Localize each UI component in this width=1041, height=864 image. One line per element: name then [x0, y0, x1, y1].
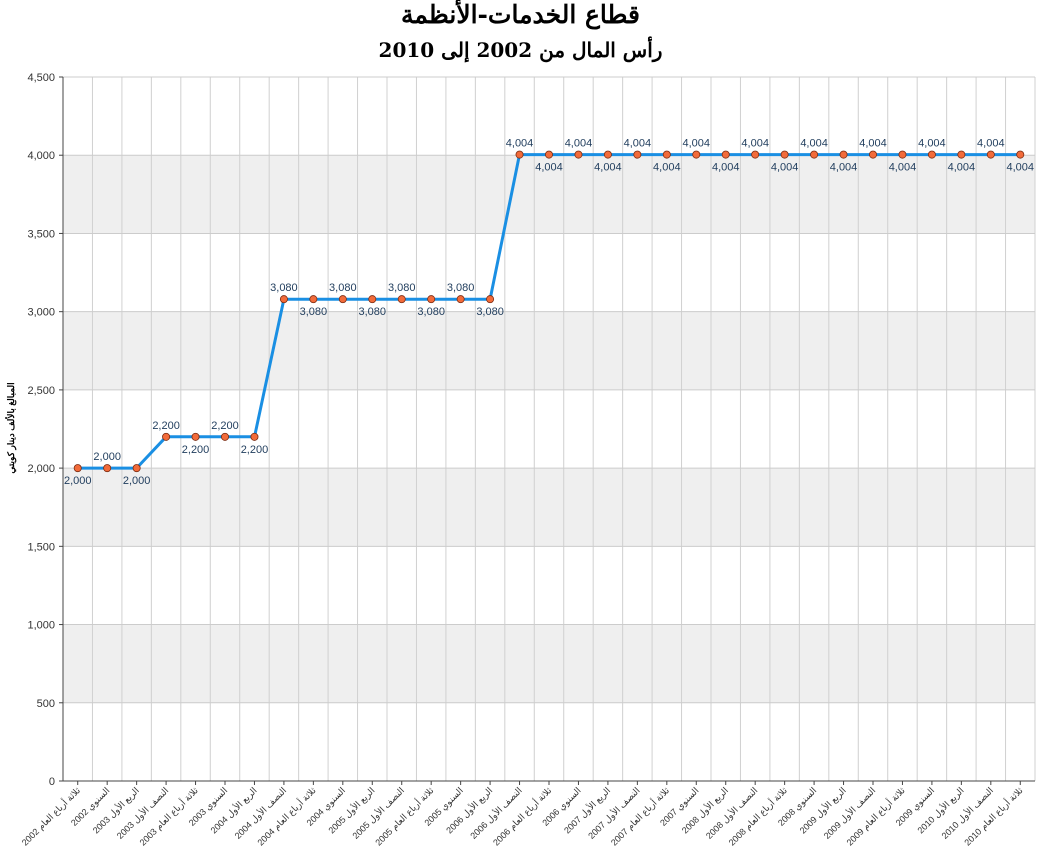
data-labels: 2,0002,0002,0002,2002,2002,2002,2003,080… [64, 138, 1034, 488]
data-label: 2,000 [123, 475, 151, 487]
data-label: 3,080 [447, 282, 475, 294]
x-tick-label: النصف الأول 2010 [939, 785, 996, 842]
data-label: 2,000 [93, 451, 121, 463]
x-tick-label: النصف الأول 2009 [821, 785, 878, 842]
y-tick-label: 1,000 [27, 620, 55, 632]
y-tick-labels: 0 500 1,000 1,500 2,000 2,500 3,000 3,500 4,000 4… [27, 72, 55, 788]
data-point-marker [397, 295, 406, 304]
data-label: 3,080 [388, 282, 416, 294]
y-tick-label: 3,500 [27, 228, 55, 240]
data-label: 4,004 [653, 162, 681, 174]
plot-band [63, 624, 1035, 703]
series-markers [73, 150, 1025, 473]
y-tick-label: 1,500 [27, 541, 55, 553]
data-point-marker [73, 464, 82, 473]
y-tick-label: 3,000 [27, 307, 55, 319]
data-point-marker [1016, 150, 1025, 159]
data-point-marker [721, 150, 730, 159]
data-point-marker [103, 464, 112, 473]
x-tick-label: النصف الأول 2003 [114, 785, 171, 842]
data-point-marker [309, 295, 318, 304]
data-point-marker [751, 150, 760, 159]
data-label: 4,004 [1007, 162, 1035, 174]
plot-band [63, 311, 1035, 390]
data-label: 3,080 [329, 282, 357, 294]
x-tick-label: النصف الأول 2005 [350, 785, 407, 842]
data-point-marker [456, 295, 465, 304]
data-label: 2,200 [211, 420, 239, 432]
data-point-marker [810, 150, 819, 159]
x-tick-label: النصف الأول 2006 [468, 785, 525, 842]
data-label: 4,004 [918, 138, 946, 150]
data-label: 4,004 [535, 162, 563, 174]
data-point-marker [191, 432, 200, 441]
data-label: 3,080 [300, 306, 328, 318]
data-point-marker [986, 150, 995, 159]
data-point-marker [898, 150, 907, 159]
data-point-marker [574, 150, 583, 159]
data-label: 2,200 [152, 420, 180, 432]
data-label: 4,004 [594, 162, 622, 174]
x-tick-label: النصف الأول 2004 [232, 785, 289, 842]
axes [59, 76, 1035, 785]
y-tick-label: 4,500 [27, 72, 55, 84]
plot-band [63, 468, 1035, 547]
data-point-marker [780, 150, 789, 159]
data-point-marker [633, 150, 642, 159]
y-tick-label: 0 [49, 776, 55, 788]
data-label: 2,000 [64, 475, 92, 487]
data-point-marker [927, 150, 936, 159]
data-point-marker [162, 432, 171, 441]
data-label: 4,004 [800, 138, 828, 150]
data-point-marker [279, 295, 288, 304]
data-point-marker [692, 150, 701, 159]
data-label: 4,004 [565, 138, 593, 150]
data-label: 3,080 [359, 306, 387, 318]
y-tick-label: 2,500 [27, 385, 55, 397]
data-point-marker [220, 432, 229, 441]
data-label: 4,004 [889, 162, 917, 174]
y-tick-label: 500 [37, 698, 55, 710]
data-label: 4,004 [683, 138, 711, 150]
data-label: 4,004 [977, 138, 1005, 150]
data-point-marker [839, 150, 848, 159]
data-point-marker [368, 295, 377, 304]
data-point-marker [869, 150, 878, 159]
x-tick-label: النصف الأول 2008 [703, 785, 760, 842]
chart-subtitle: رأس المال من 2002 إلى 2010 [378, 38, 663, 62]
data-label: 3,080 [270, 282, 298, 294]
chart-title: قطاع الخدمات-الأنظمة [401, 0, 640, 29]
data-label: 4,004 [859, 138, 887, 150]
data-label: 2,200 [182, 444, 210, 456]
data-point-marker [338, 295, 347, 304]
data-label: 4,004 [506, 138, 534, 150]
data-point-marker [545, 150, 554, 159]
data-label: 4,004 [830, 162, 858, 174]
data-point-marker [132, 464, 141, 473]
data-label: 4,004 [712, 162, 740, 174]
y-axis-title: المبالغ بالألف دينار كويتي [5, 382, 17, 473]
plot-band [63, 155, 1035, 234]
data-point-marker [515, 150, 524, 159]
data-point-marker [427, 295, 436, 304]
data-label: 4,004 [771, 162, 799, 174]
data-point-marker [603, 150, 612, 159]
data-label: 4,004 [948, 162, 976, 174]
data-label: 3,080 [476, 306, 504, 318]
x-tick-label: النصف الأول 2007 [585, 785, 642, 842]
data-label: 2,200 [241, 444, 269, 456]
plot-bands [63, 155, 1035, 703]
data-label: 4,004 [624, 138, 652, 150]
data-label: 4,004 [741, 138, 769, 150]
data-point-marker [662, 150, 671, 159]
data-label: 3,080 [417, 306, 445, 318]
data-point-marker [957, 150, 966, 159]
y-tick-label: 2,000 [27, 463, 55, 475]
data-point-marker [250, 432, 259, 441]
data-point-marker [486, 295, 495, 304]
y-tick-label: 4,000 [27, 150, 55, 162]
